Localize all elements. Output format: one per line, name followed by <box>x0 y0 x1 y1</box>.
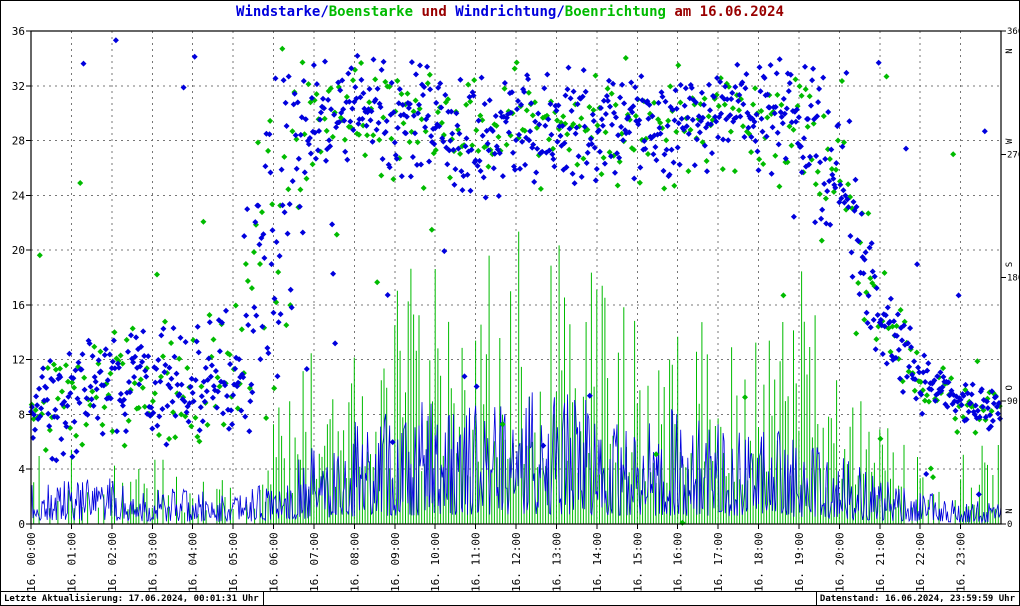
x-tick-label: 16. 14:00 <box>591 532 604 592</box>
x-tick-label: 16. 17:00 <box>712 532 725 592</box>
y-right-tick-label: 90 <box>1007 397 1018 407</box>
x-tick-label: 16. 08:00 <box>348 532 361 592</box>
y-left-tick-label: 32 <box>12 80 25 93</box>
title-boenrichtung: Boenrichtung <box>564 4 666 20</box>
status-bar: Letzte Aktualisierung: 17.06.2024, 00:01… <box>1 591 1019 605</box>
grid-lines <box>31 31 1001 524</box>
y-right-tick-label: 360 <box>1007 27 1020 37</box>
y-left-tick-label: 12 <box>12 354 25 367</box>
y-right-tick-label: 270 <box>1007 150 1020 160</box>
y-left-tick-label: 16 <box>12 299 25 312</box>
wind-direction-points <box>28 37 1003 498</box>
x-tick-label: 16. 02:00 <box>106 532 119 592</box>
axis-labels: 04812162024283236090180270360NWSON16. 00… <box>12 25 1020 592</box>
x-tick-label: 16. 22:00 <box>914 532 927 592</box>
y-right-tick-label: 0 <box>1007 520 1012 530</box>
title-und: und <box>413 4 456 20</box>
y-left-tick-label: 20 <box>12 244 25 257</box>
x-tick-label: 16. 13:00 <box>550 532 563 592</box>
y-right-tick-label: 180 <box>1007 274 1020 284</box>
x-tick-label: 16. 09:00 <box>389 532 402 592</box>
x-tick-label: 16. 03:00 <box>146 532 159 592</box>
x-tick-label: 16. 18:00 <box>753 532 766 592</box>
x-tick-label: 16. 05:00 <box>227 532 240 592</box>
compass-label: W <box>1005 138 1015 144</box>
y-left-tick-label: 36 <box>12 25 25 38</box>
wind-speed-line <box>30 392 1002 524</box>
x-tick-label: 16. 21:00 <box>874 532 887 592</box>
compass-label: S <box>1005 262 1015 267</box>
title-windstarke: Windstarke/ <box>236 4 329 20</box>
title-boenstarke: Boenstarke <box>328 4 414 20</box>
x-tick-label: 16. 11:00 <box>470 532 483 592</box>
compass-label: O <box>1005 385 1015 390</box>
x-tick-label: 16. 16:00 <box>672 532 685 592</box>
x-tick-label: 16. 07:00 <box>308 532 321 592</box>
title-datum: am 16.06.2024 <box>665 4 784 20</box>
x-tick-label: 16. 01:00 <box>65 532 78 592</box>
title-windrichtung: Windrichtung/ <box>455 4 565 20</box>
y-left-tick-label: 0 <box>18 518 25 531</box>
compass-label: N <box>1005 508 1015 513</box>
x-tick-label: 16. 00:00 <box>25 532 38 592</box>
gust-direction-points <box>28 45 1003 526</box>
last-update-label: Letzte Aktualisierung: 17.06.2024, 00:01… <box>1 592 264 605</box>
chart-title: Windstarke/Boenstarke und Windrichtung/B… <box>1 4 1019 20</box>
x-tick-label: 16. 15:00 <box>631 532 644 592</box>
axis-ticks <box>26 30 1006 529</box>
compass-label: N <box>1005 48 1015 53</box>
y-left-tick-label: 8 <box>18 408 25 421</box>
x-tick-label: 16. 20:00 <box>833 532 846 592</box>
x-tick-label: 16. 06:00 <box>268 532 281 592</box>
x-tick-label: 16. 12:00 <box>510 532 523 592</box>
x-tick-label: 16. 19:00 <box>793 532 806 592</box>
y-left-tick-label: 28 <box>12 135 25 148</box>
y-left-tick-label: 4 <box>18 463 25 476</box>
y-left-tick-label: 24 <box>12 189 26 202</box>
x-tick-label: 16. 04:00 <box>187 532 200 592</box>
x-tick-label: 16. 23:00 <box>955 532 968 592</box>
x-tick-label: 16. 10:00 <box>429 532 442 592</box>
data-state-label: Datenstand: 16.06.2024, 23:59:59 Uhr <box>815 592 1019 605</box>
